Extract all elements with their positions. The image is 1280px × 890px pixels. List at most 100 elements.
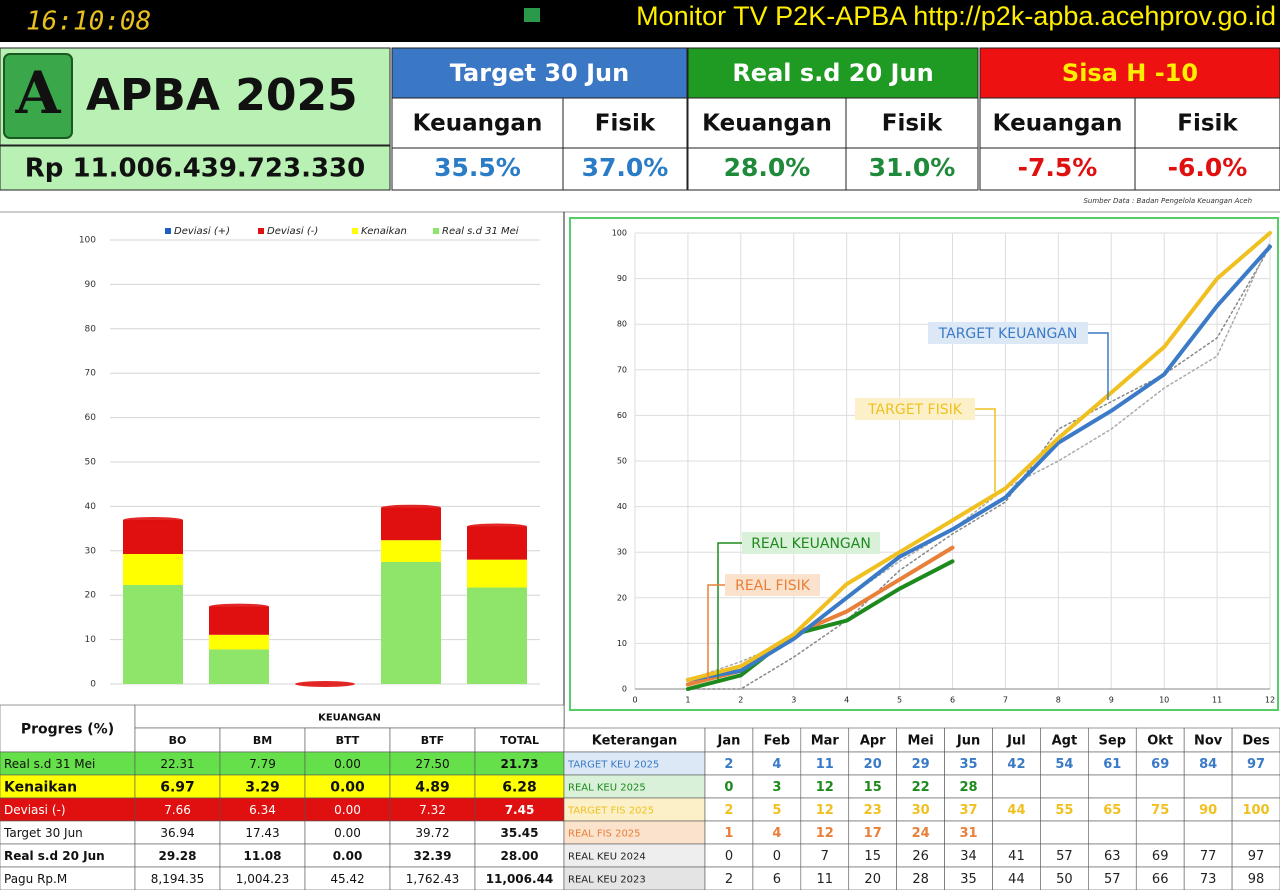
bar-segment <box>467 587 527 684</box>
legend-swatch <box>258 228 264 234</box>
bar-cap <box>209 603 269 610</box>
cell-text: 0 <box>724 780 733 795</box>
legend-label: Deviasi (-) <box>267 226 318 237</box>
sub-header <box>687 97 847 149</box>
sub-label: Fisik <box>1177 111 1238 137</box>
table-cell <box>1135 774 1185 799</box>
annotation-leader <box>717 542 742 680</box>
table-title: Keterangan <box>592 734 677 749</box>
cell-text: 15 <box>864 849 881 864</box>
header-value: -6.0% <box>1168 153 1248 182</box>
cell-text: 11 <box>816 757 834 772</box>
table-cell <box>992 774 1041 799</box>
bar-segment <box>381 561 441 684</box>
bar-cap <box>123 516 183 523</box>
column-header: BO <box>169 734 187 747</box>
column-header: BTF <box>421 734 444 747</box>
cell-text: 17 <box>864 826 882 841</box>
table-cell <box>563 727 706 753</box>
bar-cap <box>381 504 441 511</box>
y-tick-label: 10 <box>617 639 627 648</box>
x-tick-label: 6 <box>950 696 955 705</box>
annotation-box <box>855 398 975 420</box>
series-line <box>685 244 1272 682</box>
cell-text: 29 <box>912 757 930 772</box>
value-cell <box>687 147 847 191</box>
column-header: Apr <box>860 734 886 749</box>
value-cell <box>562 147 688 191</box>
row-label: Pagu Rp.M <box>4 872 67 886</box>
series-line <box>685 231 1272 682</box>
table-cell <box>800 727 850 753</box>
bar-segment <box>209 649 269 684</box>
bar-segment <box>381 540 441 562</box>
cell-text: 34 <box>960 849 977 864</box>
group-header <box>979 47 1280 99</box>
cell-text: 27.50 <box>415 757 449 771</box>
x-tick-label: 2 <box>738 696 743 705</box>
sub-header <box>562 97 688 149</box>
cell-text: 2 <box>724 803 733 818</box>
column-header: Des <box>1242 734 1270 749</box>
sub-label: Keuangan <box>993 111 1123 137</box>
cell-text: 63 <box>1104 849 1121 864</box>
cell-text: 6.97 <box>160 780 195 796</box>
cell-text: 41 <box>1008 849 1025 864</box>
column-header: Okt <box>1147 734 1173 749</box>
y-tick-label: 90 <box>85 280 97 290</box>
group-label: Target 30 Jun <box>450 59 629 87</box>
x-tick-label: 5 <box>897 696 902 705</box>
cell-text: 7.45 <box>505 803 535 817</box>
annotation: REAL FISIK <box>735 578 811 594</box>
cell-text: 1,004.23 <box>236 872 289 886</box>
value-cell <box>391 147 564 191</box>
bar-segment <box>209 634 269 650</box>
header-value: 37.0% <box>582 153 669 182</box>
group-header <box>391 47 688 99</box>
value-cell <box>1134 147 1280 191</box>
table-cell <box>944 727 993 753</box>
group-label: Real s.d 20 Jun <box>732 59 933 87</box>
cell-text: 26 <box>912 849 929 864</box>
sub-header <box>1134 97 1280 149</box>
table-cell <box>1183 774 1233 799</box>
cell-text: 21.73 <box>501 757 539 771</box>
bar-segment <box>381 507 441 541</box>
cell-text: 28.00 <box>501 849 539 863</box>
cell-text: 57 <box>1104 872 1121 887</box>
cell-text: 12 <box>816 803 834 818</box>
sub-label: Fisik <box>882 111 943 137</box>
cell-text: 11,006.44 <box>486 872 554 886</box>
column-header: Jun <box>956 734 980 749</box>
x-tick-label: 7 <box>1003 696 1008 705</box>
logo-letter: A <box>14 59 61 127</box>
table-cell <box>1088 820 1137 845</box>
cell-text: 11 <box>817 872 834 887</box>
row-label: Real s.d 31 Mei <box>4 757 95 771</box>
legend-swatch <box>433 228 439 234</box>
row-label: REAL KEU 2025 <box>568 783 646 794</box>
cell-text: 3.29 <box>245 780 280 796</box>
cell-text: 54 <box>1055 757 1073 772</box>
cell-text: 45.42 <box>330 872 364 886</box>
x-tick-label: 3 <box>791 696 796 705</box>
cell-text: 69 <box>1151 757 1169 772</box>
x-tick-label: 8 <box>1056 696 1061 705</box>
legend-label: Deviasi (+) <box>174 226 230 237</box>
y-tick-label: 40 <box>85 502 97 512</box>
table-cell <box>1040 774 1089 799</box>
table-cell <box>1135 820 1185 845</box>
table-cell <box>848 727 897 753</box>
row-label: TARGET KEU 2025 <box>567 760 659 771</box>
x-tick-label: 1 <box>685 696 690 705</box>
column-header: Feb <box>764 734 790 749</box>
cell-text: 28 <box>959 780 977 795</box>
cell-text: 1 <box>724 826 733 841</box>
logo <box>3 53 73 139</box>
pagu-box <box>0 145 391 191</box>
cell-text: 12 <box>816 826 834 841</box>
cell-text: 3 <box>772 780 781 795</box>
cell-text: 17.43 <box>245 826 279 840</box>
cell-text: 4 <box>772 757 781 772</box>
y-tick-label: 60 <box>85 413 97 423</box>
